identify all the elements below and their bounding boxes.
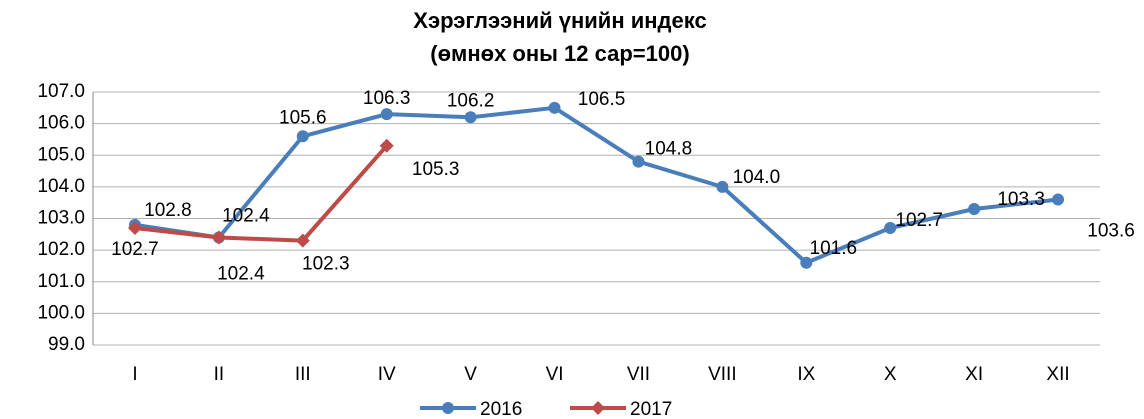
x-tick-label: VII <box>627 364 650 385</box>
data-label: 106.3 <box>363 88 411 109</box>
data-label: 105.3 <box>412 159 460 180</box>
x-tick-label: X <box>884 364 897 385</box>
data-label: 101.6 <box>810 238 858 259</box>
data-label: 105.6 <box>279 107 327 128</box>
x-tick-label: V <box>464 364 477 385</box>
data-label: 103.6 <box>1087 221 1135 242</box>
data-point <box>380 108 393 121</box>
y-tick-label: 101.0 <box>37 271 85 292</box>
data-point <box>632 155 645 168</box>
x-tick-label: XI <box>965 364 983 385</box>
data-point <box>379 138 394 153</box>
legend-label: 2017 <box>630 399 672 419</box>
data-point <box>295 233 310 248</box>
y-tick-label: 99.0 <box>48 334 85 355</box>
x-tick-label: IV <box>378 364 396 385</box>
data-point <box>716 180 729 193</box>
y-tick-label: 106.0 <box>37 113 85 134</box>
data-label: 102.7 <box>895 210 943 231</box>
x-tick-label: III <box>295 364 311 385</box>
data-point <box>548 101 561 114</box>
y-tick-label: 104.0 <box>37 176 85 197</box>
x-tick-label: II <box>214 364 225 385</box>
chart-title: Хэрэглээний үнийн индекс <box>413 8 706 33</box>
y-tick-label: 107.0 <box>37 81 85 102</box>
data-point <box>884 221 897 234</box>
data-label: 102.4 <box>217 263 265 284</box>
data-label: 102.3 <box>302 254 350 275</box>
legend-marker <box>591 401 605 415</box>
data-point <box>127 220 142 235</box>
data-point <box>296 130 309 143</box>
data-point <box>800 256 813 269</box>
legend-marker <box>442 402 454 414</box>
series-line <box>134 144 389 243</box>
data-point <box>1052 193 1065 206</box>
data-label: 102.7 <box>111 239 159 260</box>
y-tick-label: 103.0 <box>37 208 85 229</box>
data-label: 106.5 <box>578 89 626 110</box>
data-point <box>464 111 477 124</box>
data-label: 103.3 <box>997 189 1045 210</box>
y-tick-label: 102.0 <box>37 239 85 260</box>
x-tick-label: XII <box>1046 364 1069 385</box>
data-label: 104.0 <box>733 167 781 188</box>
data-label: 102.4 <box>222 205 270 226</box>
data-label: 106.2 <box>447 90 495 111</box>
x-tick-label: VIII <box>708 364 737 385</box>
data-point <box>968 203 981 216</box>
data-point <box>211 230 226 245</box>
x-tick-label: IX <box>797 364 815 385</box>
series-line <box>134 105 1059 265</box>
x-tick-label: I <box>132 364 137 385</box>
y-tick-label: 105.0 <box>37 144 85 165</box>
y-tick-label: 100.0 <box>37 302 85 323</box>
x-tick-label: VI <box>546 364 564 385</box>
chart-subtitle: (өмнөх оны 12 сар=100) <box>430 41 689 66</box>
legend-label: 2016 <box>480 399 522 419</box>
data-label: 104.8 <box>645 139 693 160</box>
data-label: 102.8 <box>144 200 192 221</box>
